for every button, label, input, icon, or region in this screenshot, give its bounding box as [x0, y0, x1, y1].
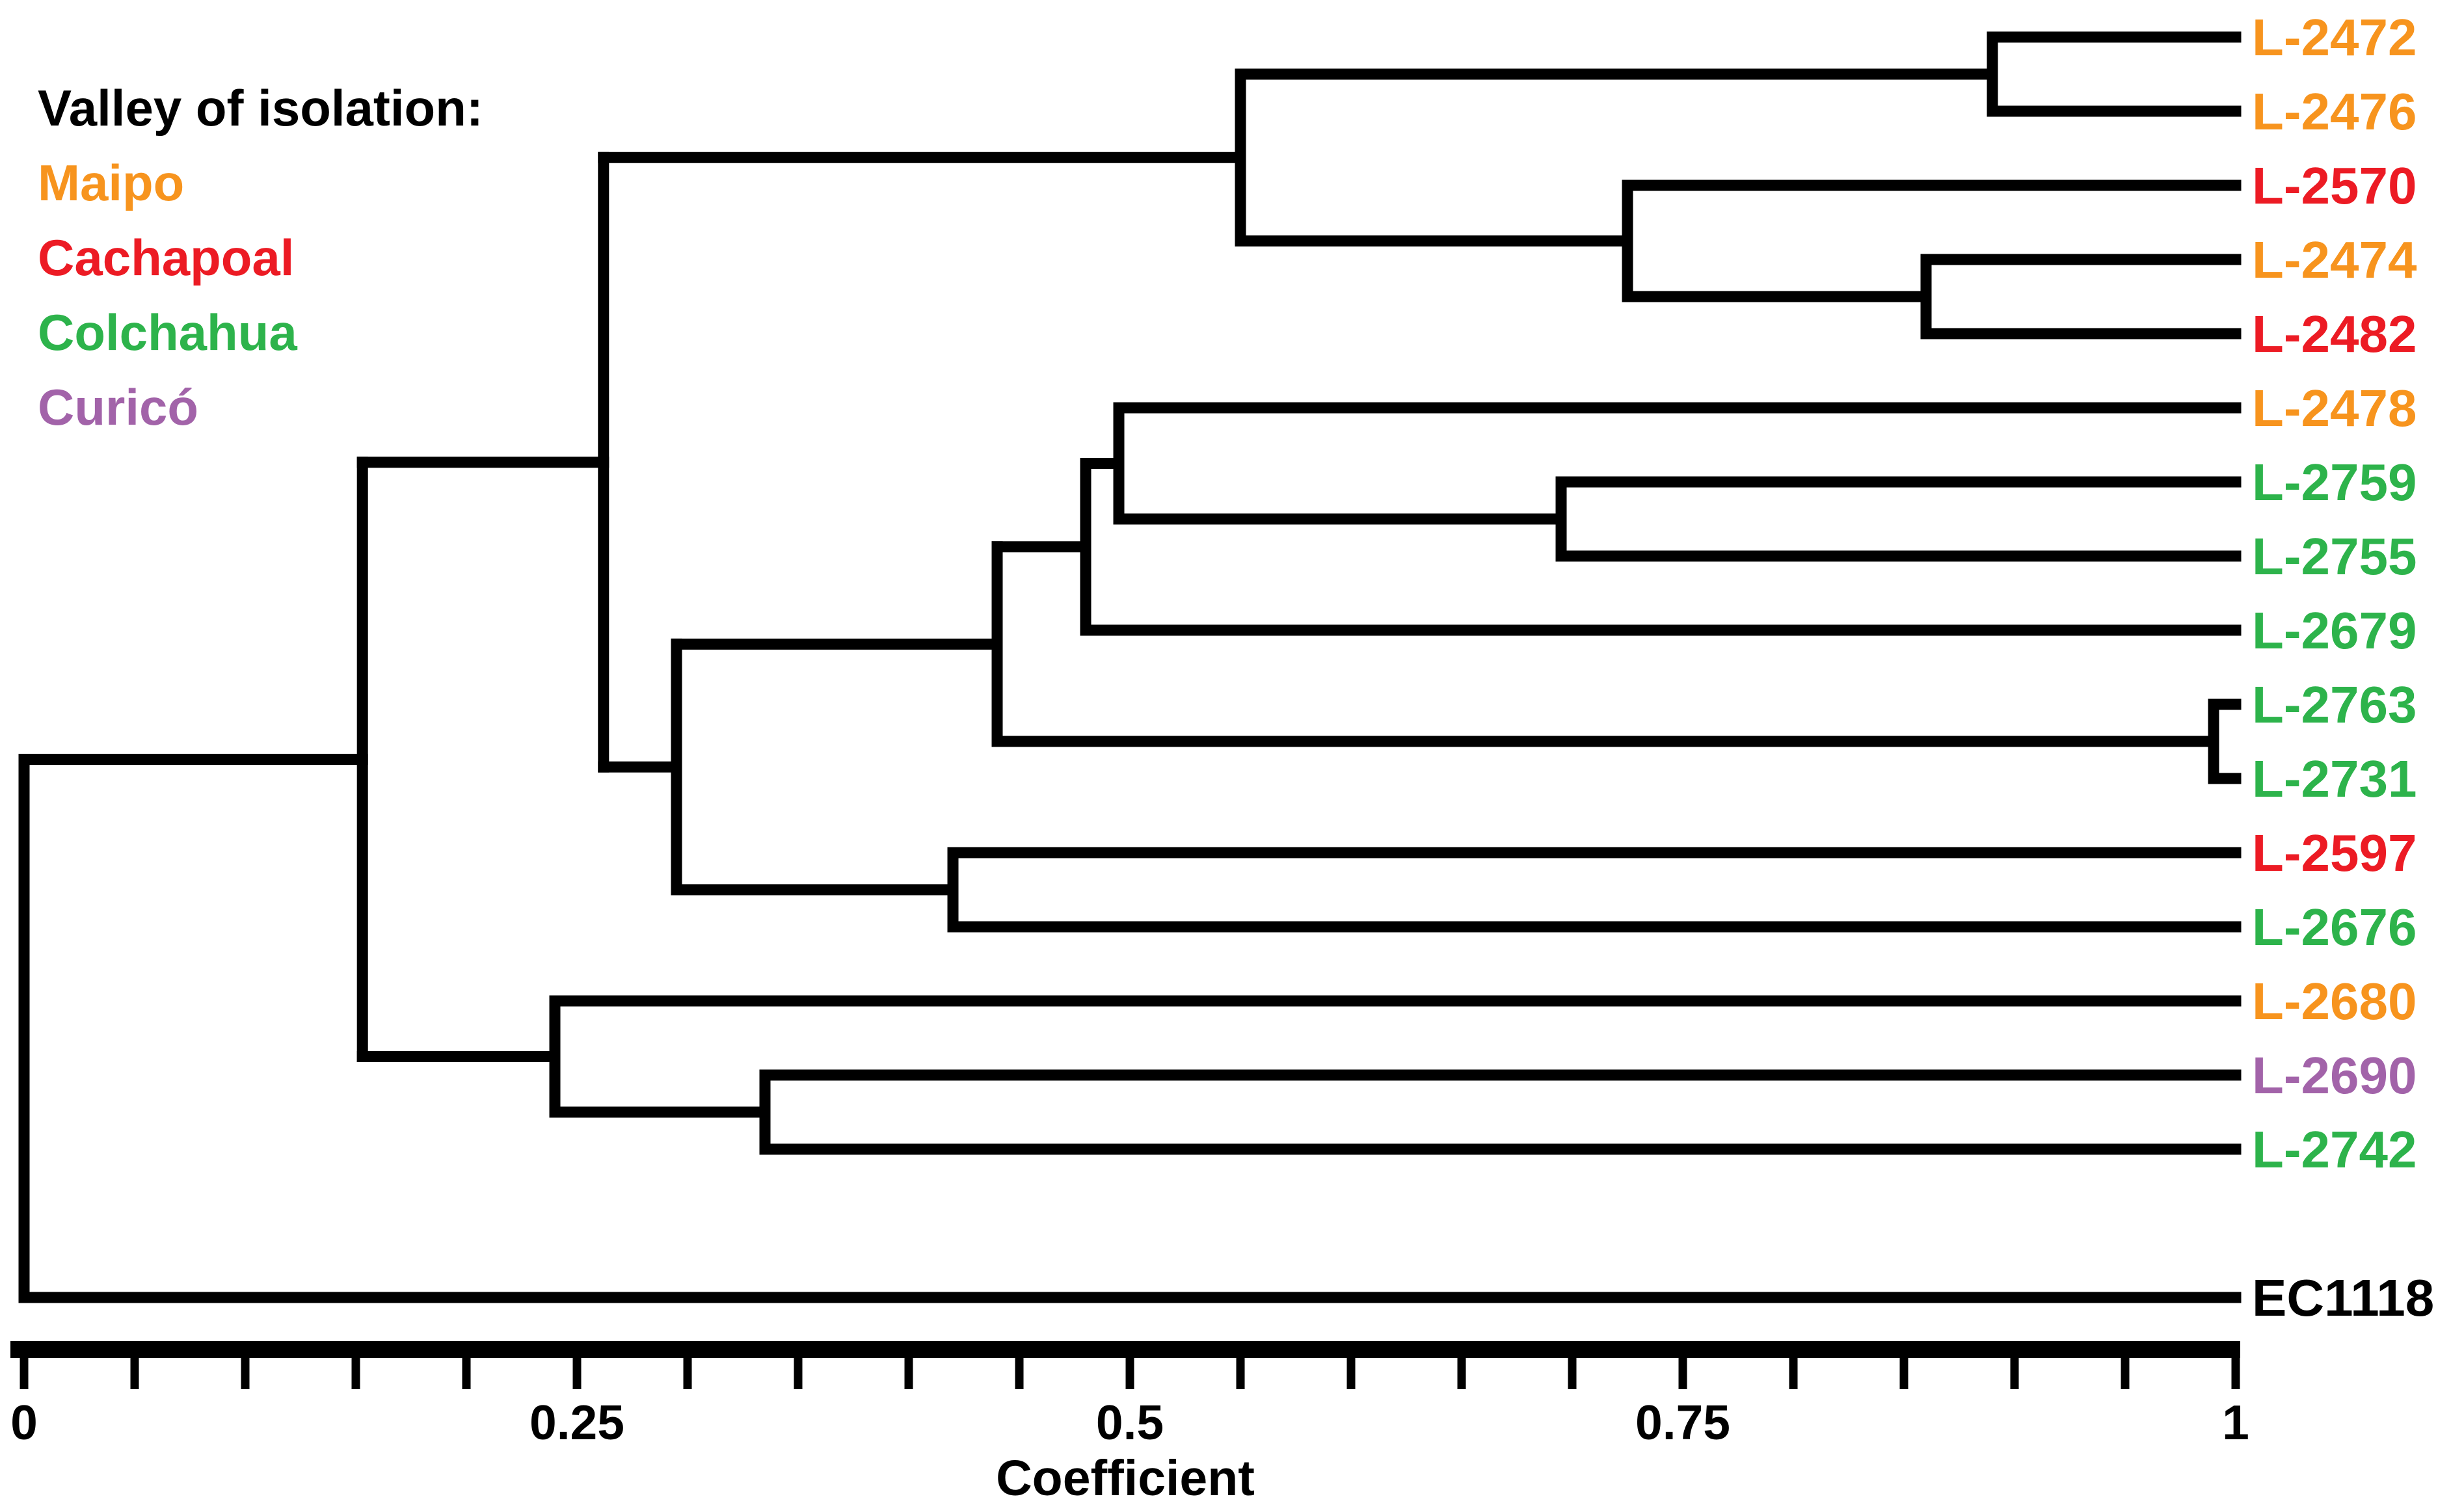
- axis-tick: [2121, 1357, 2130, 1389]
- leaf-label-l-2742: L-2742: [2252, 1121, 2417, 1178]
- leaf-label-l-2476: L-2476: [2252, 83, 2417, 140]
- axis-ticks: [20, 1357, 2240, 1389]
- axis-tick: [2010, 1357, 2019, 1389]
- legend-item-colchahua: Colchahua: [38, 304, 297, 361]
- axis-tick: [572, 1357, 582, 1389]
- axis-tick: [683, 1357, 692, 1389]
- axis-tick: [1457, 1357, 1466, 1389]
- axis-tick: [1789, 1357, 1798, 1389]
- axis-tick: [2231, 1357, 2240, 1389]
- leaf-label-l-2763: L-2763: [2252, 676, 2417, 734]
- legend-item-maipo: Maipo: [38, 154, 184, 211]
- leaf-labels: L-2472 L-2476 L-2570 L-2474 L-2482 L-2478 L-27…: [2252, 8, 2434, 1327]
- legend-item-curico: Curicó: [38, 379, 198, 436]
- axis-tick: [1678, 1357, 1687, 1389]
- axis-tick: [241, 1357, 250, 1389]
- tick-label-1: 1: [2222, 1395, 2249, 1450]
- tick-label-0-5: 0.5: [1096, 1395, 1164, 1450]
- leaf-label-l-2474: L-2474: [2252, 231, 2417, 289]
- leaf-label-l-2755: L-2755: [2252, 527, 2417, 585]
- leaf-label-l-2690: L-2690: [2252, 1046, 2417, 1104]
- leaf-label-l-2478: L-2478: [2252, 379, 2417, 437]
- legend-title: Valley of isolation:: [38, 79, 483, 137]
- axis-tick: [1346, 1357, 1356, 1389]
- leaf-label-l-2597: L-2597: [2252, 824, 2417, 882]
- leaf-label-l-2679: L-2679: [2252, 602, 2417, 659]
- axis-bar: [10, 1341, 2240, 1358]
- axis-tick: [351, 1357, 360, 1389]
- axis-tick: [1236, 1357, 1245, 1389]
- tick-label-0-25: 0.25: [529, 1395, 624, 1450]
- leaf-label-l-2676: L-2676: [2252, 898, 2417, 956]
- axis-title: Coefficient: [996, 1450, 1255, 1503]
- axis-tick: [1568, 1357, 1577, 1389]
- axis-tick: [1899, 1357, 1908, 1389]
- axis-tick: [462, 1357, 471, 1389]
- tick-label-0: 0: [10, 1395, 38, 1450]
- axis-tick: [794, 1357, 803, 1389]
- axis-tick: [20, 1357, 29, 1389]
- leaf-label-ec1118: EC1118: [2252, 1269, 2434, 1327]
- leaf-label-l-2759: L-2759: [2252, 453, 2417, 511]
- tick-label-0-75: 0.75: [1635, 1395, 1730, 1450]
- leaf-label-l-2472: L-2472: [2252, 8, 2417, 66]
- dendrogram-branches: [18, 31, 2242, 1303]
- axis-tick: [904, 1357, 913, 1389]
- leaf-label-l-2482: L-2482: [2252, 305, 2417, 363]
- axis-tick: [130, 1357, 139, 1389]
- legend: Valley of isolation: Maipo Cachapoal Col…: [38, 79, 483, 436]
- leaf-label-l-2731: L-2731: [2252, 750, 2417, 808]
- axis-tick: [1015, 1357, 1024, 1389]
- legend-item-cachapoal: Cachapoal: [38, 229, 294, 286]
- axis-tick: [1125, 1357, 1134, 1389]
- leaf-label-l-2680: L-2680: [2252, 972, 2417, 1030]
- coefficient-axis: 0 0.25 0.5 0.75 1 Coefficient: [10, 1341, 2249, 1503]
- leaf-label-l-2570: L-2570: [2252, 157, 2417, 215]
